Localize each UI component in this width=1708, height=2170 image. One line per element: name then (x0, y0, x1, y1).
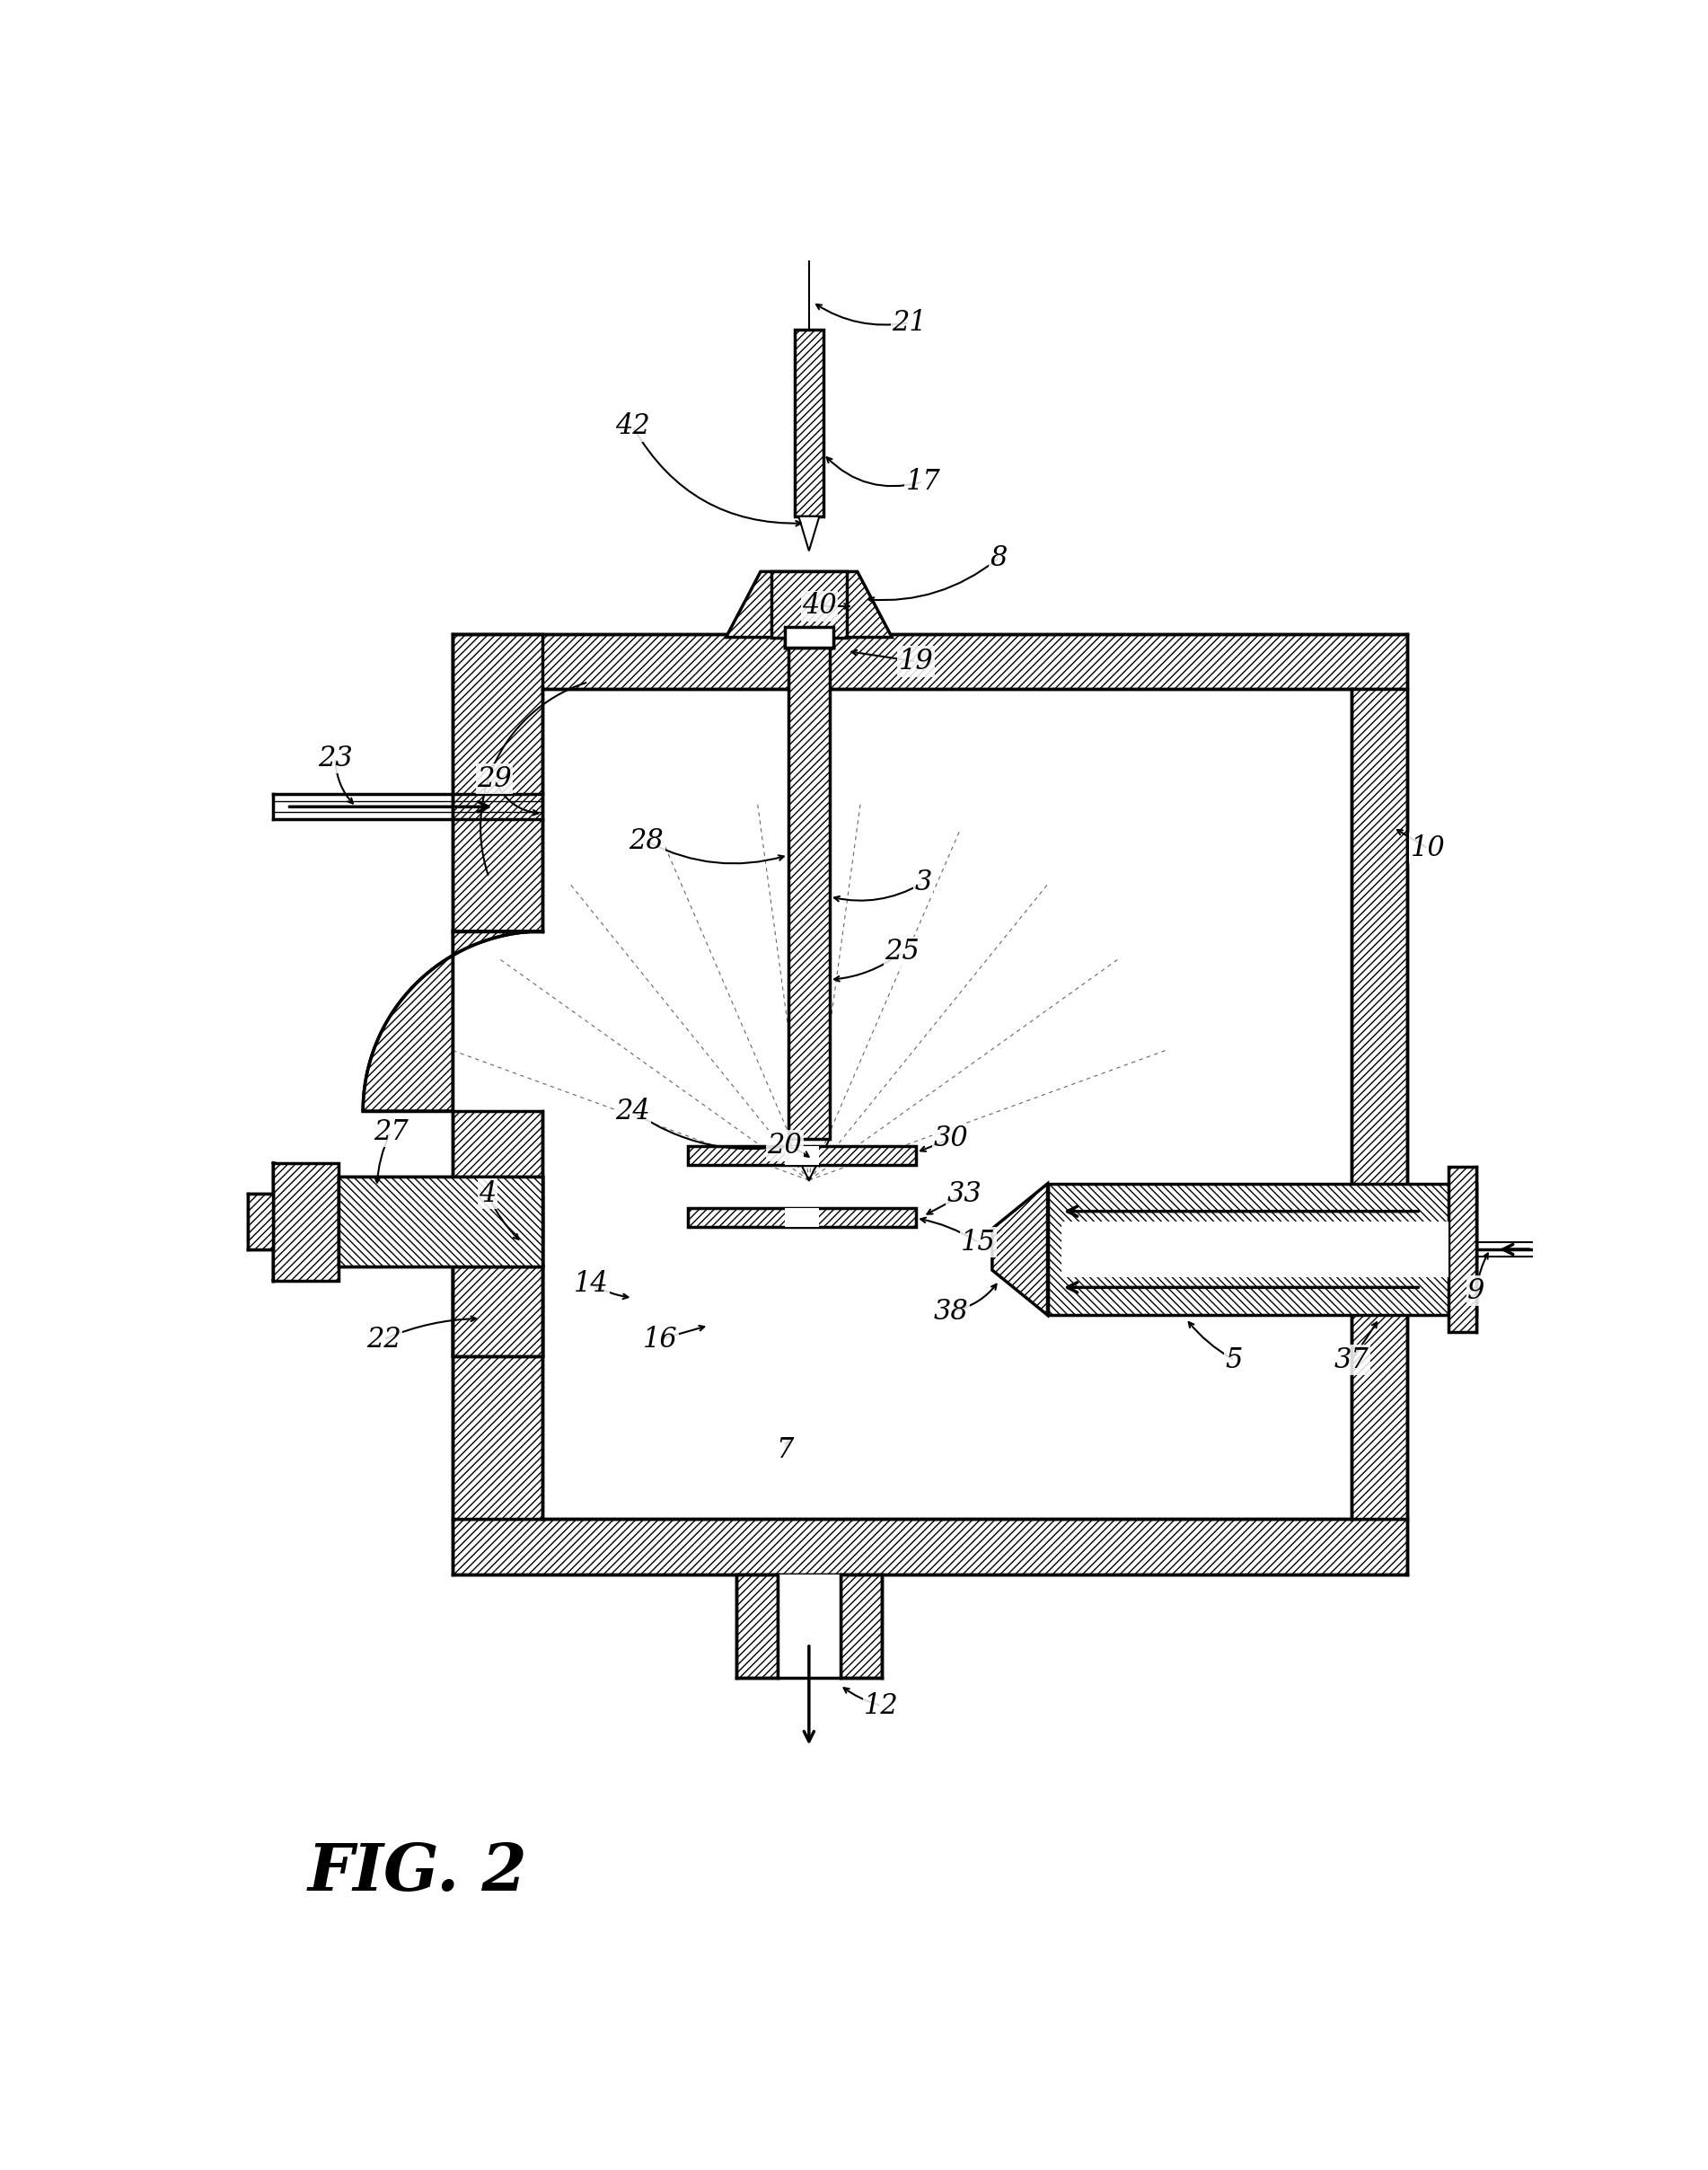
Bar (273, 1163, 338, 1280)
Text: 37: 37 (1334, 1345, 1370, 1374)
Bar (784, 1146, 820, 1165)
Bar (784, 627, 834, 647)
Bar (784, 1209, 820, 1228)
Bar (453, 634, 1407, 690)
Text: 40: 40 (803, 592, 837, 621)
Bar (688, 1209, 915, 1228)
Text: 14: 14 (574, 1269, 608, 1298)
Text: 15: 15 (962, 1228, 996, 1256)
Bar (1061, 1222, 1448, 1278)
Bar (1448, 1167, 1476, 1332)
Text: 23: 23 (318, 744, 354, 773)
Bar (736, 1575, 777, 1677)
Text: 5: 5 (1226, 1345, 1243, 1374)
Bar (777, 1575, 840, 1677)
Bar (453, 1267, 543, 1356)
Text: 10: 10 (1411, 833, 1445, 861)
Bar (840, 1575, 881, 1677)
Text: 19: 19 (898, 647, 934, 675)
Bar (453, 1519, 1407, 1575)
Text: 22: 22 (366, 1326, 401, 1354)
Bar (248, 1194, 273, 1250)
Text: 25: 25 (885, 937, 919, 966)
Bar (338, 1176, 543, 1267)
Text: 8: 8 (991, 545, 1008, 571)
Text: 12: 12 (864, 1693, 898, 1721)
Polygon shape (726, 571, 892, 638)
Bar (453, 634, 543, 931)
Text: 30: 30 (933, 1124, 968, 1152)
Bar (787, 647, 830, 1139)
Text: 38: 38 (933, 1298, 968, 1326)
Text: 27: 27 (374, 1118, 408, 1146)
Polygon shape (799, 516, 820, 551)
Bar (340, 1178, 541, 1265)
Text: 42: 42 (615, 412, 651, 441)
Bar (338, 1176, 543, 1267)
Bar (770, 571, 847, 638)
Bar (1351, 690, 1407, 1519)
Bar (1047, 1183, 1476, 1315)
Bar (543, 690, 1351, 1519)
Bar (688, 1146, 915, 1165)
Text: 17: 17 (905, 469, 941, 495)
Text: 21: 21 (892, 308, 927, 336)
Text: 33: 33 (948, 1180, 982, 1209)
Text: 9: 9 (1467, 1276, 1484, 1304)
Text: 24: 24 (615, 1098, 651, 1124)
Polygon shape (364, 931, 543, 1111)
Text: 29: 29 (477, 766, 512, 792)
Text: FIG. 2: FIG. 2 (307, 1840, 528, 1903)
Text: 3: 3 (914, 868, 933, 896)
Bar (453, 1111, 543, 1519)
Bar (794, 330, 823, 516)
Polygon shape (992, 1183, 1047, 1315)
Text: 20: 20 (767, 1133, 803, 1159)
Text: 4: 4 (478, 1180, 495, 1209)
Text: 16: 16 (642, 1326, 678, 1354)
Text: 7: 7 (775, 1437, 794, 1465)
Text: 28: 28 (629, 827, 664, 855)
